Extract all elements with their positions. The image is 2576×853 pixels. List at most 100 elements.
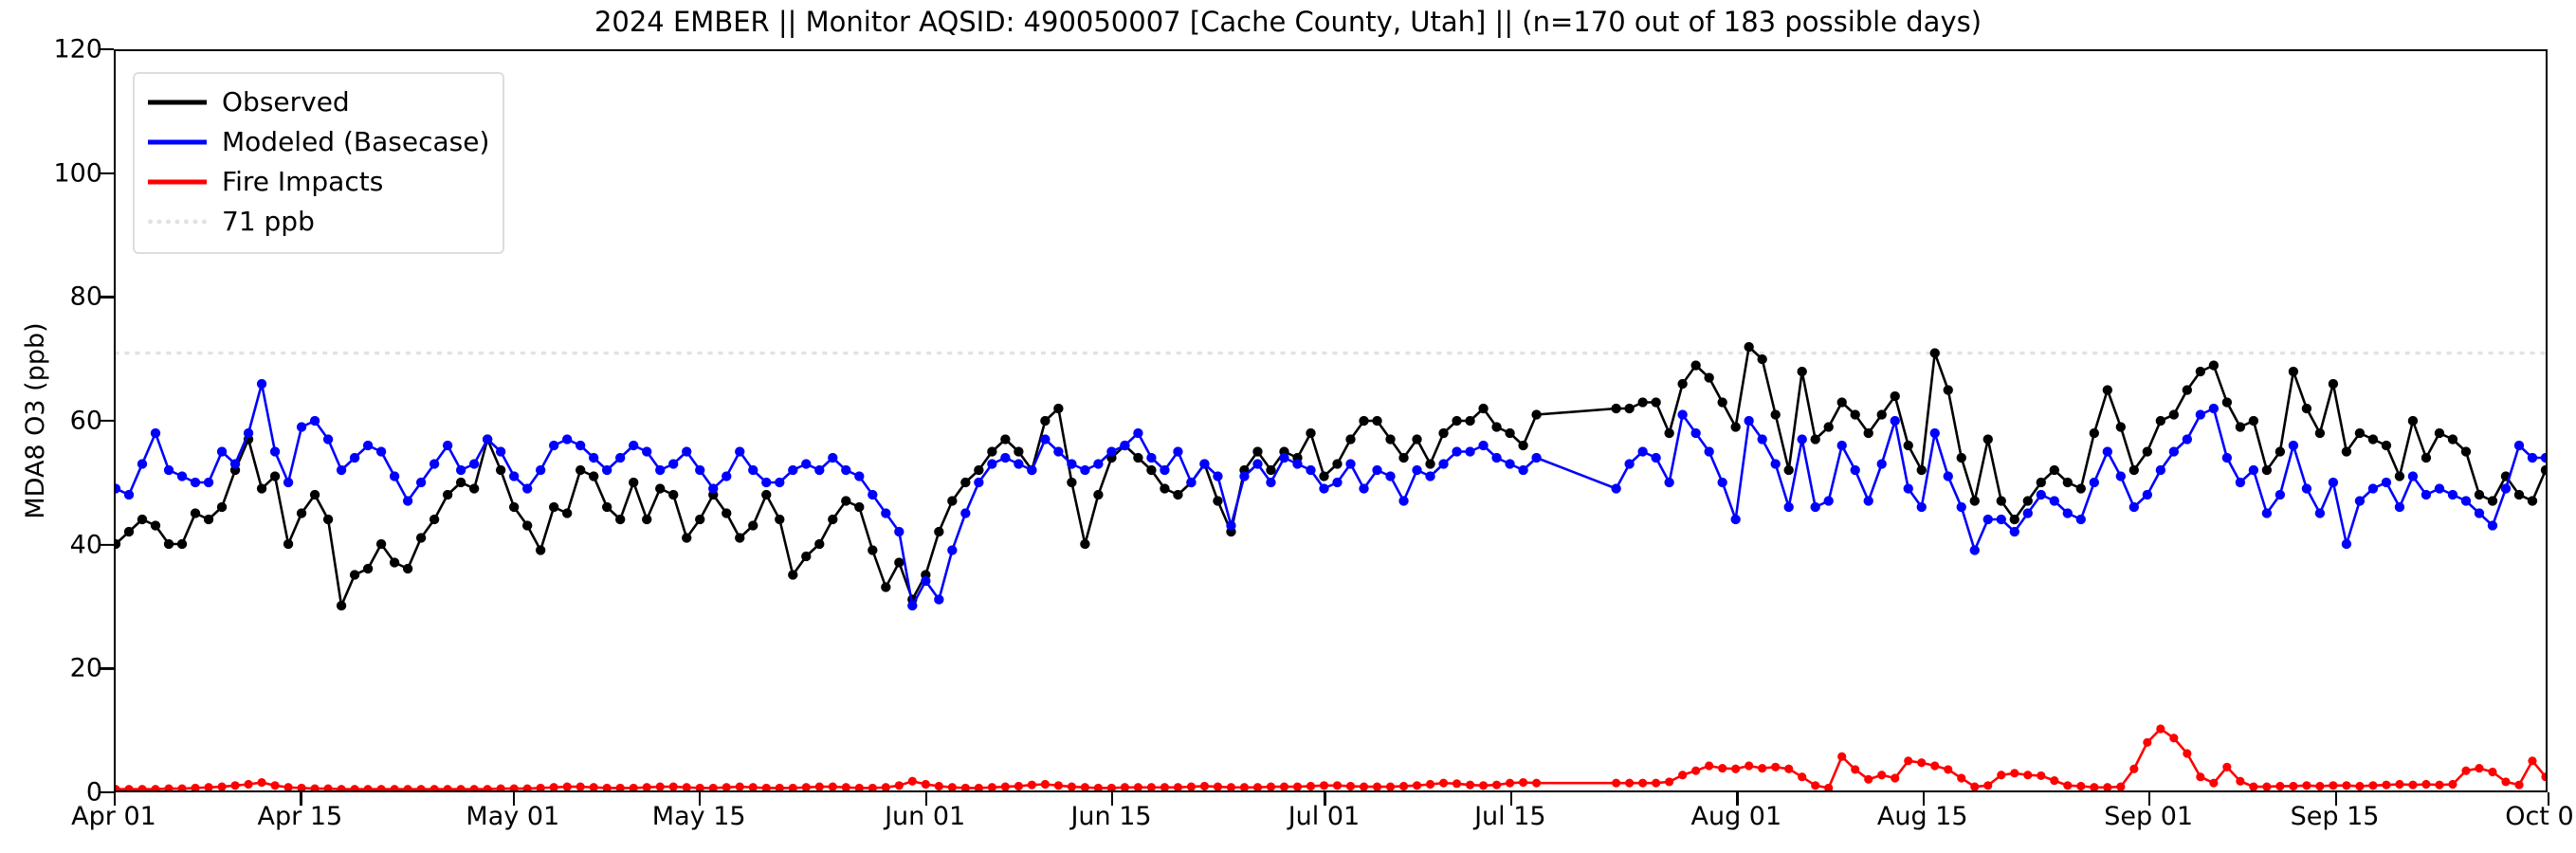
data-point [1014,781,1023,790]
data-point [1372,464,1382,476]
x-tick-label: Jun 01 [885,802,966,831]
data-point [269,446,281,457]
data-point [695,464,705,476]
legend-label: Modeled (Basecase) [222,126,490,157]
y-tick-mark [100,543,114,546]
data-point [2182,385,2193,395]
data-point [987,446,997,457]
y-tick-mark [100,47,114,51]
data-point [735,446,745,457]
data-point [2434,427,2445,439]
data-point [1398,452,1409,463]
data-point [629,477,639,488]
data-point [2528,756,2537,766]
data-point [1465,446,1475,457]
x-tick-mark [1736,792,1739,806]
series-line [116,345,2546,608]
data-point [2354,427,2366,439]
data-point [2221,452,2233,463]
data-point [748,783,758,790]
data-point [176,538,188,550]
data-point [1943,385,1953,395]
data-point [801,459,812,469]
data-point [1239,783,1250,790]
data-point [1438,778,1449,788]
data-point [1691,766,1701,775]
data-point [2501,777,2511,787]
data-point [1730,422,1741,432]
data-point [297,783,306,790]
data-point [1146,464,1157,476]
data-point [1252,459,1263,469]
data-point [1213,782,1223,790]
data-point [2421,452,2432,463]
data-point [2447,489,2458,500]
data-point [1093,783,1103,790]
data-point [2261,464,2273,476]
data-point [1319,781,1329,790]
data-point [1199,781,1210,790]
legend-entry[interactable]: Observed [148,82,489,122]
data-point [921,575,931,587]
data-point [1836,440,1847,451]
data-point [283,783,293,790]
data-point [2381,440,2392,451]
data-point [907,776,917,786]
data-point [1624,459,1635,469]
data-point [1226,783,1236,790]
data-point [947,496,958,506]
data-point [642,446,652,457]
data-point [575,782,585,790]
data-point [2275,446,2286,457]
data-point [1651,452,1661,463]
data-point [2461,766,2471,775]
data-point [2062,508,2073,518]
data-point [402,563,413,574]
data-point [1120,440,1130,451]
data-point [682,533,692,543]
data-point [748,520,758,531]
data-point [987,783,996,790]
data-point [376,785,386,790]
data-point [655,464,666,476]
data-point [1717,477,1727,488]
data-point [2036,477,2046,488]
data-point [442,489,453,500]
data-point [2301,403,2312,414]
data-point [1385,782,1396,790]
data-point [415,533,427,543]
data-point [1106,446,1117,457]
data-point [775,783,784,790]
legend-entry[interactable]: Modeled (Basecase) [148,122,489,162]
data-point [828,782,837,790]
data-point [602,464,612,476]
x-tick-label: Apr 01 [71,802,156,831]
data-point [934,526,944,537]
data-point [2075,483,2086,494]
data-point [2368,781,2378,790]
data-point [1093,489,1104,500]
data-point [2355,781,2365,790]
data-point [1173,446,1183,457]
data-point [2036,489,2046,500]
data-point [2314,508,2326,518]
legend-label: Observed [222,86,350,118]
data-point [1757,434,1767,445]
legend-entry[interactable]: Fire Impacts [148,162,489,202]
legend-entry[interactable]: 71 ppb [148,202,489,242]
data-point [1478,781,1489,790]
data-point [1678,771,1688,780]
data-point [2394,501,2405,513]
data-point [748,464,758,476]
data-point [1730,514,1741,525]
data-point [2129,764,2139,773]
data-point [1652,778,1661,788]
data-point [349,452,360,463]
data-point [934,594,944,605]
data-point [1982,514,1993,525]
data-point [163,538,174,550]
data-point [1319,471,1329,481]
data-point [722,471,732,481]
data-point [854,501,865,513]
